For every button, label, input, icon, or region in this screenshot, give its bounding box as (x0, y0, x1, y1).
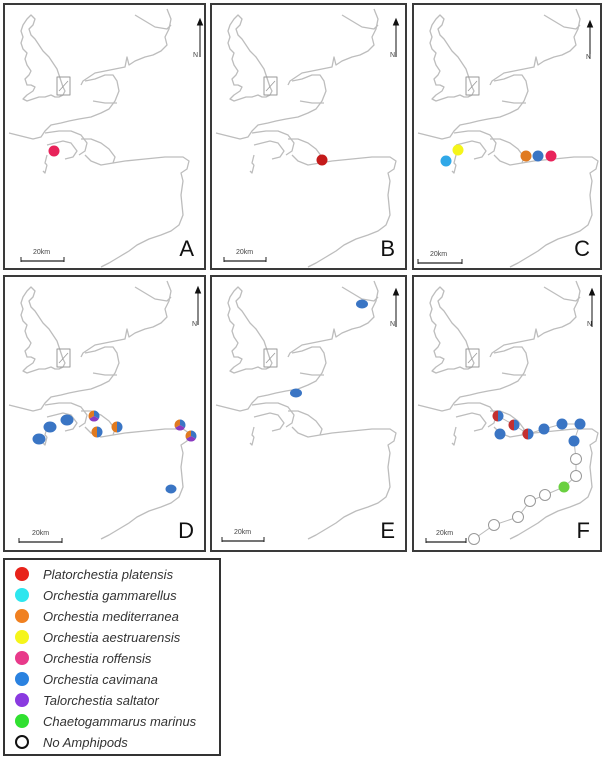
coastline-map (215, 8, 399, 268)
map-panel-d: N 20km D (3, 275, 206, 552)
marker-mixed-species (174, 419, 186, 431)
legend-item-talorchestia-saltator: Talorchestia saltator (15, 690, 159, 710)
green-circle-icon (15, 714, 29, 728)
map-panel-b: N 20km B (210, 3, 407, 270)
marker-mixed-species (111, 421, 123, 433)
legend-item-orchestia-mediterranea: Orchestia mediterranea (15, 606, 179, 626)
marker-orchestia-cavimana (532, 150, 544, 162)
species-legend: Platorchestia platensis Orchestia gammar… (3, 558, 221, 756)
map-panel-f: N 20km F (412, 275, 602, 552)
scale-label: 20km (236, 249, 254, 256)
scale-label: 20km (33, 249, 51, 256)
marker-orchestia-gammarellus (440, 155, 452, 167)
scale-label: 20km (436, 530, 454, 537)
north-label: N (587, 321, 593, 328)
marker-no-amphipods (539, 489, 551, 501)
marker-orchestia-roffensis (545, 150, 557, 162)
map-panel-a: N 20km A (3, 3, 206, 270)
map-panel-c: N 20km C (412, 3, 602, 270)
coastline-map (215, 280, 399, 542)
purple-circle-icon (15, 693, 29, 707)
legend-label: Orchestia gammarellus (43, 587, 177, 603)
scale-label: 20km (430, 251, 448, 258)
marker-orchestia-aestruarensis (452, 144, 464, 156)
north-label: N (390, 52, 396, 59)
marker-chaetogammarus-marinus (558, 481, 570, 493)
north-label: N (390, 321, 396, 328)
marker-no-amphipods (570, 470, 582, 482)
marker-no-amphipods (468, 533, 480, 545)
marker-mixed-species (508, 419, 520, 431)
panel-letter: D (178, 518, 194, 543)
marker-orchestia-cavimana (43, 421, 57, 433)
empty-circle-icon (15, 735, 29, 749)
panel-letter: E (380, 518, 395, 543)
red-circle-icon (15, 567, 29, 581)
marker-orchestia-cavimana (556, 418, 568, 430)
legend-item-orchestia-aestruarensis: Orchestia aestruarensis (15, 627, 180, 647)
marker-orchestia-roffensis (48, 145, 60, 157)
marker-mixed-species (185, 430, 197, 442)
pink-circle-icon (15, 651, 29, 665)
legend-label: Talorchestia saltator (43, 692, 159, 708)
marker-mixed-species (492, 410, 504, 422)
panel-letter: B (380, 236, 395, 261)
legend-item-chaetogammarus-marinus: Chaetogammarus marinus (15, 711, 196, 731)
north-label: N (586, 54, 592, 61)
coastline-map (417, 280, 599, 545)
panel-letter: F (576, 518, 590, 543)
legend-label: Platorchestia platensis (43, 566, 174, 582)
marker-orchestia-cavimana (165, 484, 177, 494)
legend-item-orchestia-roffensis: Orchestia roffensis (15, 648, 151, 668)
coastline-map (417, 8, 599, 268)
north-arrow-icon (195, 286, 201, 326)
legend-item-no-amphipods: No Amphipods (15, 732, 128, 752)
legend-label: Orchestia cavimana (43, 671, 158, 687)
marker-no-amphipods (524, 495, 536, 507)
marker-orchestia-cavimana (574, 418, 586, 430)
marker-orchestia-cavimana (356, 299, 368, 309)
legend-label: No Amphipods (43, 734, 128, 750)
marker-mixed-species (88, 410, 100, 422)
marker-mixed-species (522, 428, 534, 440)
map-panel-e: N 20km E (210, 275, 407, 552)
marker-orchestia-cavimana (494, 428, 506, 440)
legend-item-orchestia-cavimana: Orchestia cavimana (15, 669, 158, 689)
legend-label: Chaetogammarus marinus (43, 713, 197, 729)
scale-label: 20km (234, 529, 252, 536)
marker-orchestia-mediterranea (520, 150, 532, 162)
legend-item-platorchestia-platensis: Platorchestia platensis (15, 564, 173, 584)
marker-orchestia-cavimana (32, 433, 46, 445)
marker-orchestia-cavimana (568, 435, 580, 447)
yellow-circle-icon (15, 630, 29, 644)
marker-no-amphipods (512, 511, 524, 523)
north-label: N (192, 321, 198, 328)
coastline-map (8, 8, 203, 268)
orange-circle-icon (15, 609, 29, 623)
panel-letter: A (179, 236, 194, 261)
marker-orchestia-cavimana (538, 423, 550, 435)
marker-orchestia-cavimana (290, 388, 302, 398)
panel-letter: C (574, 236, 590, 261)
cyan-circle-icon (15, 588, 29, 602)
marker-platorchestia-platensis (316, 154, 328, 166)
north-label: N (193, 52, 199, 59)
marker-no-amphipods (488, 519, 500, 531)
marker-mixed-species (91, 426, 103, 438)
legend-item-orchestia-gammarellus: Orchestia gammarellus (15, 585, 177, 605)
legend-label: Orchestia mediterranea (43, 608, 179, 624)
legend-label: Orchestia roffensis (43, 650, 152, 666)
legend-label: Orchestia aestruarensis (43, 629, 181, 645)
marker-no-amphipods (570, 453, 582, 465)
blue-circle-icon (15, 672, 29, 686)
coastline-map (8, 280, 201, 543)
marker-orchestia-cavimana (60, 414, 74, 426)
north-arrow-icon (197, 18, 203, 58)
scale-label: 20km (32, 530, 50, 537)
